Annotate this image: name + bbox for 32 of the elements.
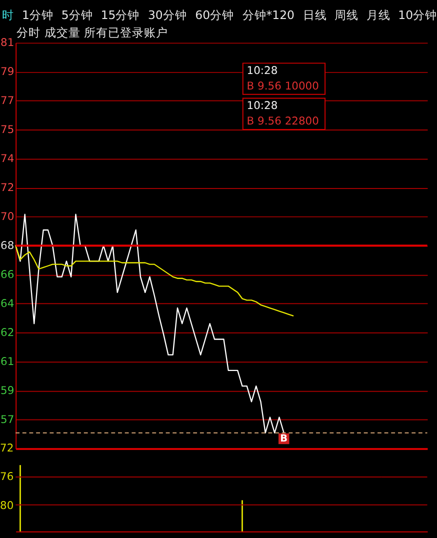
annotation: 10:28 B 9.56 10000 <box>246 64 320 93</box>
annotation: 10:28 B 9.56 22800 <box>246 99 320 128</box>
annotation: B <box>280 434 288 445</box>
y-tick-label: 64 <box>0 296 14 310</box>
y-tick-label: 66 <box>0 268 14 282</box>
y-tick-label: 75 <box>0 123 14 136</box>
text: 分钟*120 <box>242 8 294 22</box>
y-tick-label: 74 <box>0 152 14 166</box>
y-tick-label: 72 <box>0 181 14 194</box>
text: 76 <box>0 470 14 484</box>
y-tick-label: 68 <box>0 239 14 252</box>
text: 日线 <box>303 8 328 22</box>
y-tick-label: 61 <box>0 354 14 368</box>
y-tick-label: 77 <box>0 94 14 108</box>
text: 周线 <box>334 8 359 22</box>
y-tick-label: 79 <box>0 65 14 78</box>
line-series <box>15 245 294 316</box>
text: 5分钟 <box>61 8 93 22</box>
y-tick-label: 59 <box>0 384 14 397</box>
y-tick-label: 62 <box>0 326 14 339</box>
text: 30分钟 <box>148 8 187 22</box>
text: 60分钟 <box>195 8 234 22</box>
text: 时 <box>2 8 14 22</box>
text: 月线 <box>366 8 390 22</box>
text: 1分钟 <box>22 8 54 22</box>
y-tick-label: 70 <box>0 210 14 223</box>
text: 15分钟 <box>100 8 140 22</box>
y-tick-label: 81 <box>0 36 14 50</box>
text: 80 <box>0 498 14 512</box>
y-tick-label: 57 <box>0 412 14 426</box>
chart-title: 分时 成交量 所有已登录账户 <box>16 25 168 40</box>
text: 10分钟 <box>398 8 437 22</box>
